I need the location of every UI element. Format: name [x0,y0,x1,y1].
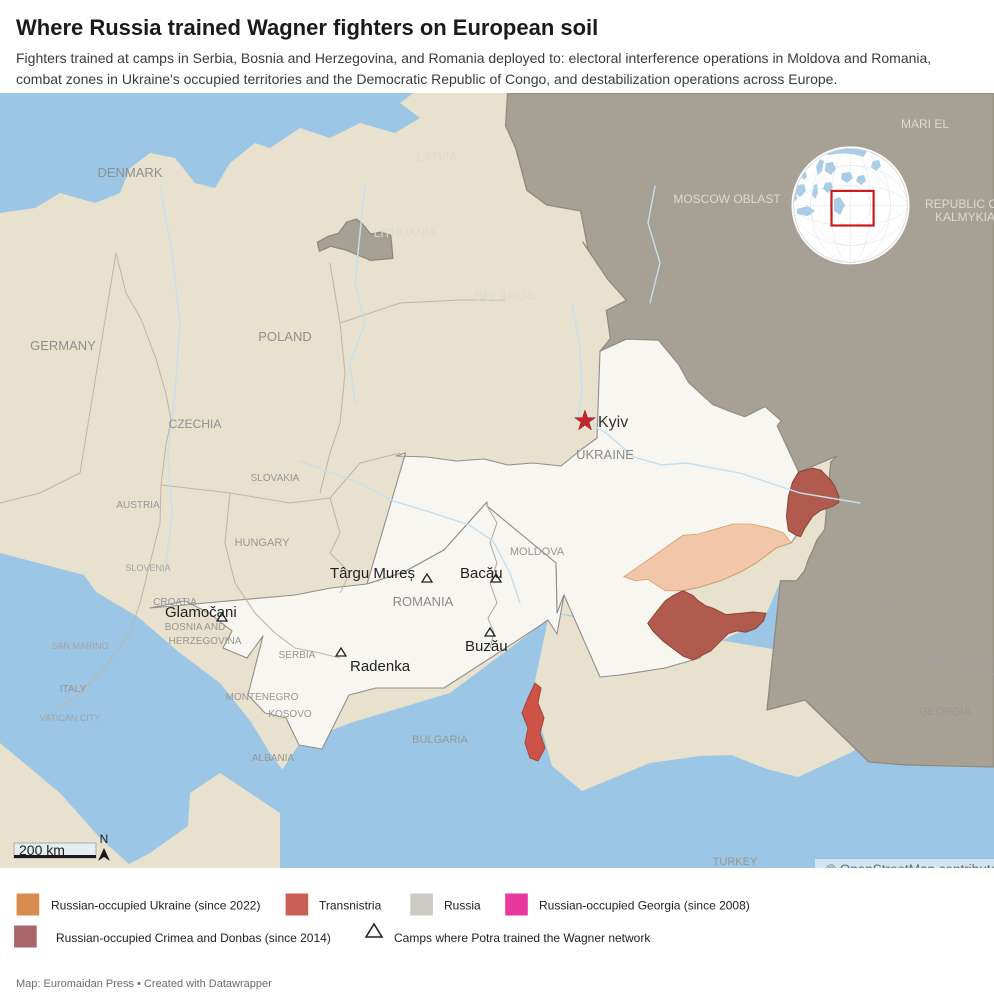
svg-text:REPUBLIC OF ADYGEA: REPUBLIC OF ADYGEA [877,602,977,612]
svg-text:AUSTRIA: AUSTRIA [116,500,160,511]
svg-text:MOSCOW OBLAST: MOSCOW OBLAST [673,192,781,206]
svg-text:Russia: Russia [444,899,481,913]
svg-text:KOSOVO: KOSOVO [268,709,312,720]
svg-text:Radenka: Radenka [350,658,411,675]
svg-text:SAN MARINO: SAN MARINO [51,641,108,651]
svg-text:MONTENEGRO: MONTENEGRO [226,692,299,703]
svg-text:VATICAN CITY: VATICAN CITY [40,713,101,723]
svg-text:CHERKESIA: CHERKESIA [914,655,966,665]
svg-text:Camps where Potra trained the: Camps where Potra trained the Wagner net… [394,931,651,945]
svg-text:UKRAINE: UKRAINE [576,447,634,462]
svg-text:BULGARIA: BULGARIA [412,734,468,746]
svg-text:Russian-occupied Georgia (sinc: Russian-occupied Georgia (since 2008) [539,899,750,913]
svg-text:MOLDOVA: MOLDOVA [510,546,565,558]
svg-text:Kyiv: Kyiv [598,414,628,431]
svg-text:Russian-occupied Ukraine (sinc: Russian-occupied Ukraine (since 2022) [51,899,260,913]
svg-text:SLOVENIA: SLOVENIA [125,563,170,573]
svg-text:Transnistria: Transnistria [319,899,382,913]
svg-text:CZECHIA: CZECHIA [169,417,222,431]
svg-text:KALMYKIA: KALMYKIA [935,210,994,224]
svg-text:GERMANY: GERMANY [30,338,96,353]
svg-text:Târgu Mureș: Târgu Mureș [330,565,415,582]
svg-text:BOSNIA AND: BOSNIA AND [165,622,226,633]
svg-text:BELARUS: BELARUS [475,288,536,303]
svg-text:MARI EL: MARI EL [901,117,949,131]
svg-text:SLOVAKIA: SLOVAKIA [251,473,300,484]
svg-text:ALANIA: ALANIA [962,667,994,677]
svg-text:HUNGARY: HUNGARY [235,537,290,549]
svg-text:ALBANIA: ALBANIA [252,753,295,764]
svg-text:Buzău: Buzău [465,638,508,655]
svg-text:© OpenStreetMap contributors: © OpenStreetMap contributors [826,862,994,868]
svg-text:200 km: 200 km [19,842,65,858]
svg-text:HERZEGOVINA: HERZEGOVINA [169,636,242,647]
svg-text:ITALY: ITALY [60,684,87,695]
svg-text:LATVIA: LATVIA [417,150,457,164]
svg-text:KARACHAY-: KARACHAY- [914,643,965,653]
svg-text:N: N [100,832,109,846]
svg-text:DENMARK: DENMARK [97,165,162,180]
svg-text:TURKEY: TURKEY [713,856,758,868]
svg-text:LITHUANIA: LITHUANIA [374,226,437,240]
svg-text:POLAND: POLAND [258,329,311,344]
svg-text:Glamočani: Glamočani [165,604,237,621]
svg-text:GEORGIA: GEORGIA [919,706,971,718]
svg-text:Bacău: Bacău [460,565,503,582]
svg-text:REPUBLIC OF: REPUBLIC OF [925,197,994,211]
svg-text:Russian-occupied Crimea and Do: Russian-occupied Crimea and Donbas (sinc… [56,931,331,945]
svg-text:NORTH: NORTH [962,655,994,665]
svg-text:ROMANIA: ROMANIA [393,594,454,609]
svg-text:SERBIA: SERBIA [279,650,316,661]
